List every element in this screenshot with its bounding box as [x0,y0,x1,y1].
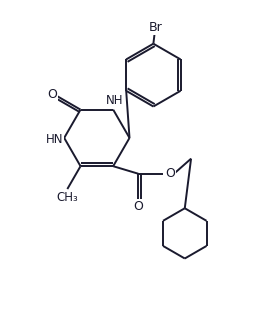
Text: Br: Br [149,21,163,34]
Text: NH: NH [106,94,123,107]
Text: CH₃: CH₃ [56,191,78,204]
Text: HN: HN [46,133,64,146]
Text: O: O [133,200,143,213]
Text: O: O [47,88,57,101]
Text: O: O [166,167,176,180]
